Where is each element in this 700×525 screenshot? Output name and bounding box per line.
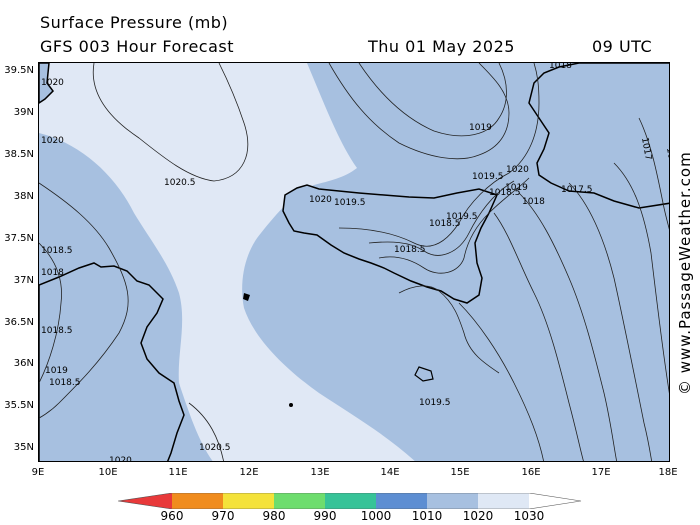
lat-label: 35N: [13, 442, 34, 453]
lat-label: 37N: [13, 275, 34, 286]
lon-label: 17E: [591, 467, 611, 478]
isobar-label: 1020: [41, 136, 64, 146]
isobars: [39, 63, 669, 461]
isobar-label: 1019: [469, 123, 492, 133]
lon-label: 12E: [239, 467, 259, 478]
land-pantelleria: [243, 293, 250, 301]
forecast-subtitle: GFS 003 Hour Forecast: [40, 37, 235, 56]
forecast-date: Thu 01 May 2025: [368, 37, 515, 56]
isobar-labels: 1020 1020 1020.5 1018.5 1018 1018.5 1019…: [41, 63, 670, 462]
isobar-label: 1018.5: [41, 246, 73, 256]
colorbar-label: 1030: [513, 509, 545, 523]
lon-label: 11E: [168, 467, 188, 478]
lat-label: 38N: [13, 191, 34, 202]
isobar-label: 1018.5: [429, 219, 461, 229]
isobar-label: 1020.5: [164, 178, 196, 188]
lat-label: 35.5N: [4, 400, 34, 411]
colorbar-cell: [118, 493, 172, 509]
isobar-label: 1020: [309, 195, 332, 205]
isobar-label: 1018: [549, 63, 572, 71]
isobar-label: 1018.5: [394, 245, 426, 255]
lat-label: 39.5N: [4, 65, 34, 76]
isobar-label: 1018: [41, 268, 64, 278]
colorbar-cell: [274, 493, 325, 509]
isobar-label: 1020: [506, 165, 529, 175]
isobar-label: 1019: [505, 183, 528, 193]
lat-label: 38.5N: [4, 149, 34, 160]
lon-label: 9E: [31, 467, 45, 478]
lon-label: 16E: [521, 467, 541, 478]
colorbar-label: 980: [262, 509, 286, 523]
colorbar-cell: [376, 493, 427, 509]
colorbar-label: 1020: [462, 509, 494, 523]
lat-label: 36.5N: [4, 317, 34, 328]
site-credit: © www.PassageWeather.com: [676, 151, 694, 395]
lon-label: 13E: [310, 467, 330, 478]
colorbar-cell: [223, 493, 274, 509]
lon-label: 14E: [380, 467, 400, 478]
isobar-label: 1017: [639, 137, 653, 161]
land-sardinia: [39, 63, 54, 104]
isobar-label: 1017: [664, 147, 670, 171]
colorbar-cell: [427, 493, 478, 509]
map-canvas: 1020 1020 1020.5 1018.5 1018 1018.5 1019…: [39, 63, 670, 462]
isobar-label: 1018: [522, 197, 545, 207]
isobar-label: 1018.5: [49, 378, 81, 388]
lon-label: 10E: [98, 467, 118, 478]
isobar-label: 1020.5: [199, 443, 231, 453]
land-tunisia: [39, 262, 185, 461]
isobar-label: 1019.5: [419, 398, 451, 408]
colorbar-cell: [325, 493, 376, 509]
isobar-label: 1019.5: [334, 198, 366, 208]
colorbar-label: 990: [313, 509, 337, 523]
colorbar-cell: [172, 493, 223, 509]
land-lampedusa: [289, 403, 293, 407]
lon-label: 15E: [450, 467, 470, 478]
pressure-colorbar: [118, 493, 582, 509]
isobar-label: 1017.5: [561, 185, 593, 195]
isobar-label: 1020: [109, 456, 132, 462]
high-pressure-area: [39, 63, 415, 461]
lat-label: 37.5N: [4, 233, 34, 244]
pressure-map[interactable]: 1020 1020 1020.5 1018.5 1018 1018.5 1019…: [38, 62, 670, 462]
isobar-label: 1019.5: [446, 212, 478, 222]
isobar-label: 1019.5: [472, 172, 504, 182]
land-italy-mainland: [528, 63, 669, 209]
colorbar-label: 1000: [360, 509, 392, 523]
lon-label: 18E: [658, 467, 678, 478]
isobar-label: 1018.5: [41, 326, 73, 336]
land-malta: [414, 366, 434, 382]
isobar-label: 1018.5: [489, 188, 521, 198]
colorbar-end: [529, 493, 581, 509]
colorbar-label: 960: [160, 509, 184, 523]
colorbar-label: 970: [211, 509, 235, 523]
isobar-label: 1020: [41, 78, 64, 88]
lat-label: 36N: [13, 358, 34, 369]
colorbar-label: 1010: [411, 509, 443, 523]
colorbar-cell: [478, 493, 529, 509]
isobar-label: 1019: [45, 366, 68, 376]
forecast-time: 09 UTC: [592, 37, 653, 56]
map-title: Surface Pressure (mb): [40, 13, 229, 32]
lat-label: 39N: [13, 107, 34, 118]
